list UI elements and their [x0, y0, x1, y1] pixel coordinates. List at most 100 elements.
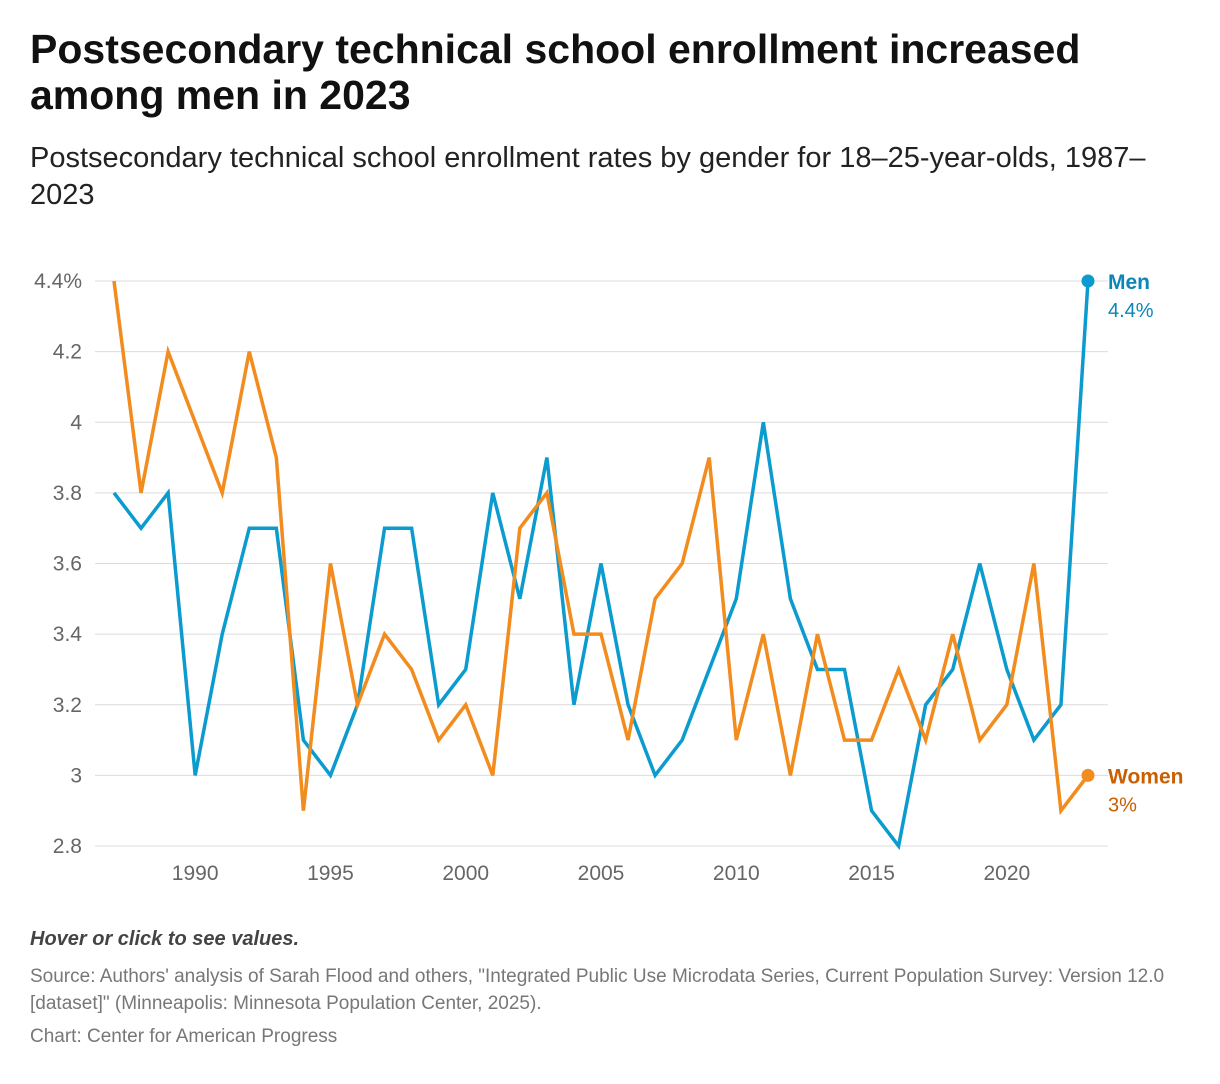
- data-point-men[interactable]: [406, 522, 418, 534]
- series-end-value-women: 3%: [1108, 794, 1137, 816]
- data-point-men[interactable]: [893, 840, 905, 852]
- data-point-men[interactable]: [568, 699, 580, 711]
- data-point-women[interactable]: [162, 346, 174, 358]
- data-point-women[interactable]: [920, 734, 932, 746]
- data-point-men[interactable]: [243, 522, 255, 534]
- series-line-women[interactable]: [112, 280, 1090, 816]
- end-point-men: [1081, 274, 1095, 288]
- line-chart[interactable]: 4.4% 4.2 4 3.8 3.6 3.4 3.2 3 2.8 1990 1995 2000 200…: [0, 240, 1220, 900]
- y-tick-label: 3.2: [53, 694, 82, 717]
- data-point-women[interactable]: [108, 275, 120, 287]
- data-point-men[interactable]: [676, 734, 688, 746]
- chart-subtitle: Postsecondary technical school enrollmen…: [30, 142, 1146, 211]
- data-point-men[interactable]: [324, 769, 336, 781]
- x-axis-ticks: 1990 1995 2000 2005 2010 2015 2020: [172, 862, 1030, 885]
- y-tick-label: 4: [70, 411, 82, 434]
- y-axis-ticks: 4.4% 4.2 4 3.8 3.6 3.4 3.2 3 2.8: [34, 270, 82, 858]
- data-point-men[interactable]: [216, 628, 228, 640]
- data-point-men[interactable]: [649, 769, 661, 781]
- x-tick-label: 2015: [848, 862, 895, 885]
- y-tick-label: 2.8: [53, 835, 82, 858]
- data-point-men[interactable]: [135, 522, 147, 534]
- data-point-men[interactable]: [730, 593, 742, 605]
- data-point-women[interactable]: [406, 663, 418, 675]
- end-labels: Men 4.4% Women 3%: [1081, 271, 1183, 816]
- data-point-women[interactable]: [1055, 805, 1067, 817]
- y-tick-label: 3.8: [53, 482, 82, 505]
- data-point-men[interactable]: [595, 558, 607, 570]
- data-point-men[interactable]: [974, 558, 986, 570]
- data-point-women[interactable]: [676, 558, 688, 570]
- y-tick-label: 4.2: [53, 341, 82, 364]
- x-tick-label: 1995: [307, 862, 354, 885]
- data-point-men[interactable]: [920, 699, 932, 711]
- data-point-women[interactable]: [352, 699, 364, 711]
- data-point-men[interactable]: [379, 522, 391, 534]
- data-point-women[interactable]: [730, 734, 742, 746]
- data-point-women[interactable]: [839, 734, 851, 746]
- y-tick-label: 3.4: [53, 623, 83, 646]
- data-point-women[interactable]: [649, 593, 661, 605]
- data-point-women[interactable]: [811, 628, 823, 640]
- chart-credit: Chart: Center for American Progress: [30, 1026, 338, 1047]
- data-point-men[interactable]: [839, 663, 851, 675]
- data-point-women[interactable]: [297, 805, 309, 817]
- data-point-women[interactable]: [216, 487, 228, 499]
- series-label-women: Women: [1108, 765, 1183, 788]
- data-point-men[interactable]: [162, 487, 174, 499]
- x-tick-label: 2010: [713, 862, 760, 885]
- data-point-men[interactable]: [784, 593, 796, 605]
- chart-title: Postsecondary technical school enrollmen…: [30, 26, 1081, 118]
- data-point-men[interactable]: [866, 805, 878, 817]
- series-lines[interactable]: [108, 275, 1094, 852]
- data-point-men[interactable]: [433, 699, 445, 711]
- end-point-women: [1081, 768, 1095, 782]
- data-point-women[interactable]: [460, 699, 472, 711]
- data-point-men[interactable]: [487, 487, 499, 499]
- data-point-men[interactable]: [460, 663, 472, 675]
- data-point-women[interactable]: [595, 628, 607, 640]
- data-point-women[interactable]: [379, 628, 391, 640]
- data-point-men[interactable]: [757, 416, 769, 428]
- interaction-hint: Hover or click to see values.: [30, 928, 300, 950]
- data-point-women[interactable]: [433, 734, 445, 746]
- data-point-women[interactable]: [1001, 699, 1013, 711]
- data-point-women[interactable]: [189, 416, 201, 428]
- data-point-women[interactable]: [324, 558, 336, 570]
- data-point-women[interactable]: [893, 663, 905, 675]
- data-point-men[interactable]: [703, 663, 715, 675]
- data-point-women[interactable]: [487, 769, 499, 781]
- data-point-women[interactable]: [947, 628, 959, 640]
- data-point-women[interactable]: [270, 452, 282, 464]
- series-label-men: Men: [1108, 271, 1150, 294]
- data-point-women[interactable]: [135, 487, 147, 499]
- data-point-men[interactable]: [947, 663, 959, 675]
- source-note: Source: Authors' analysis of Sarah Flood…: [30, 966, 1165, 1014]
- y-tick-label: 4.4%: [34, 270, 82, 293]
- x-tick-label: 2000: [442, 862, 489, 885]
- data-point-women[interactable]: [1028, 558, 1040, 570]
- series-end-value-men: 4.4%: [1108, 300, 1154, 322]
- y-tick-label: 3: [70, 764, 82, 787]
- data-point-men[interactable]: [1055, 699, 1067, 711]
- data-point-women[interactable]: [243, 346, 255, 358]
- series-line-men[interactable]: [112, 280, 1090, 851]
- data-point-men[interactable]: [108, 487, 120, 499]
- data-point-women[interactable]: [784, 769, 796, 781]
- data-point-women[interactable]: [622, 734, 634, 746]
- y-tick-label: 3.6: [53, 553, 82, 576]
- data-point-men[interactable]: [1028, 734, 1040, 746]
- x-tick-label: 2005: [578, 862, 625, 885]
- data-point-men[interactable]: [189, 769, 201, 781]
- data-point-women[interactable]: [541, 487, 553, 499]
- data-point-women[interactable]: [757, 628, 769, 640]
- data-point-women[interactable]: [514, 522, 526, 534]
- data-point-women[interactable]: [866, 734, 878, 746]
- data-point-women[interactable]: [703, 452, 715, 464]
- data-point-men[interactable]: [514, 593, 526, 605]
- data-point-women[interactable]: [568, 628, 580, 640]
- x-tick-label: 2020: [983, 862, 1030, 885]
- data-point-women[interactable]: [974, 734, 986, 746]
- x-tick-label: 1990: [172, 862, 219, 885]
- data-point-men[interactable]: [541, 452, 553, 464]
